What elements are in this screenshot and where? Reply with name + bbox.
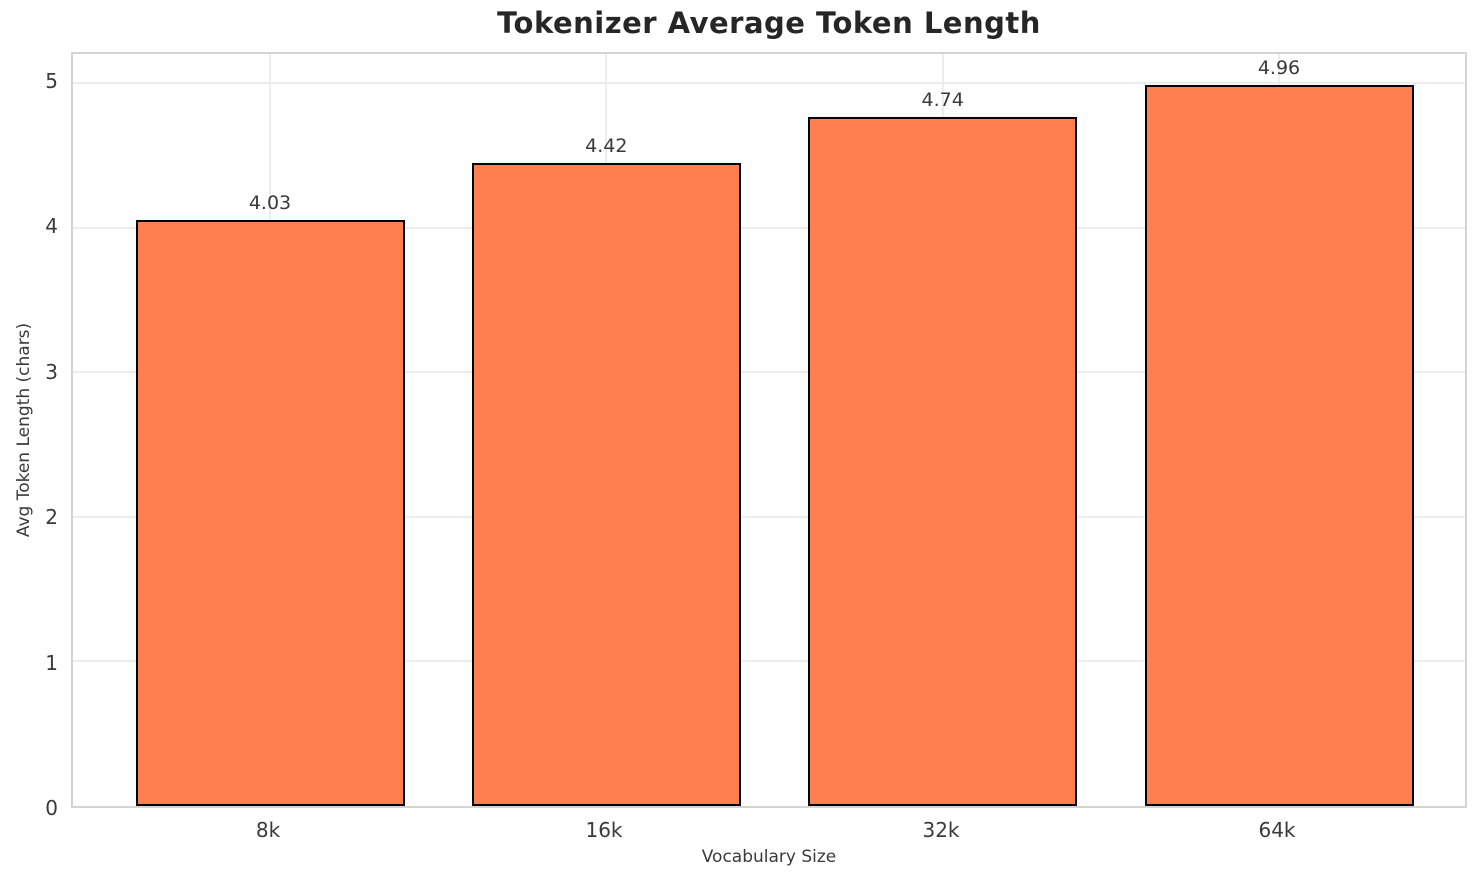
x-tick-label-8k: 8k bbox=[255, 818, 281, 842]
horizontal-gridline bbox=[73, 515, 1465, 518]
x-axis-label: Vocabulary Size bbox=[701, 847, 837, 867]
x-tick-label-64k: 64k bbox=[1258, 818, 1296, 842]
bar-8k bbox=[136, 220, 405, 806]
bar-value-label: 4.74 bbox=[921, 89, 964, 111]
x-tick-label-16k: 16k bbox=[585, 818, 623, 842]
x-tick-label-32k: 32k bbox=[922, 818, 960, 842]
plot-area: 4.03 4.42 4.74 4.96 bbox=[71, 52, 1467, 808]
horizontal-gridline bbox=[73, 660, 1465, 663]
bar-value-label: 4.42 bbox=[585, 135, 628, 157]
y-tick-label: 0 bbox=[45, 796, 58, 820]
y-tick-label: 4 bbox=[45, 214, 58, 238]
chart-title: Tokenizer Average Token Length bbox=[497, 6, 1041, 40]
y-tick-label: 5 bbox=[45, 69, 58, 93]
horizontal-gridline bbox=[73, 226, 1465, 229]
bar-32k bbox=[808, 117, 1077, 806]
horizontal-gridline bbox=[73, 81, 1465, 84]
y-axis-label: Avg Token Length (chars) bbox=[14, 322, 34, 538]
horizontal-gridline bbox=[73, 371, 1465, 374]
bar-64k bbox=[1145, 85, 1414, 806]
bar-value-label: 4.96 bbox=[1257, 57, 1301, 79]
bar-value-label: 4.03 bbox=[248, 192, 292, 214]
y-tick-label: 1 bbox=[45, 651, 58, 675]
bar-16k bbox=[472, 163, 741, 806]
y-tick-label: 2 bbox=[45, 505, 58, 529]
y-tick-label: 3 bbox=[45, 360, 58, 384]
